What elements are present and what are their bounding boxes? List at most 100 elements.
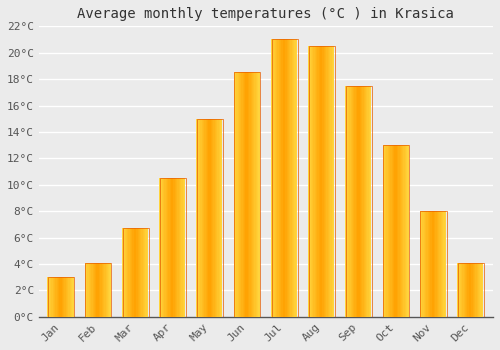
Bar: [292, 40, 293, 317]
Bar: [178, 178, 180, 317]
Bar: [252, 72, 253, 317]
Bar: [236, 72, 238, 317]
Bar: [122, 228, 123, 317]
Bar: [166, 178, 167, 317]
Bar: [364, 86, 365, 317]
Bar: [207, 119, 208, 317]
Bar: [54, 277, 56, 317]
Bar: [94, 262, 95, 317]
Bar: [384, 145, 385, 317]
Bar: [368, 86, 369, 317]
Bar: [282, 40, 284, 317]
Bar: [470, 262, 472, 317]
Bar: [352, 86, 353, 317]
Title: Average monthly temperatures (°C ) in Krasica: Average monthly temperatures (°C ) in Kr…: [78, 7, 454, 21]
Bar: [239, 72, 240, 317]
Bar: [328, 46, 329, 317]
Bar: [124, 228, 126, 317]
Bar: [434, 211, 436, 317]
Bar: [144, 228, 146, 317]
Bar: [478, 262, 479, 317]
Bar: [86, 262, 112, 317]
Bar: [100, 262, 102, 317]
Bar: [216, 119, 217, 317]
Bar: [52, 277, 54, 317]
Bar: [389, 145, 390, 317]
Bar: [49, 277, 50, 317]
Bar: [358, 86, 360, 317]
Bar: [436, 211, 438, 317]
Bar: [58, 277, 59, 317]
Bar: [421, 211, 422, 317]
Bar: [464, 262, 465, 317]
Bar: [462, 262, 464, 317]
Bar: [66, 277, 67, 317]
Bar: [90, 262, 91, 317]
Bar: [234, 72, 235, 317]
Bar: [234, 72, 260, 317]
Bar: [68, 277, 70, 317]
Bar: [288, 40, 289, 317]
Bar: [397, 145, 398, 317]
Bar: [167, 178, 168, 317]
Bar: [136, 228, 138, 317]
Bar: [138, 228, 139, 317]
Bar: [63, 277, 64, 317]
Bar: [196, 119, 198, 317]
Bar: [289, 40, 290, 317]
Bar: [285, 40, 286, 317]
Bar: [385, 145, 386, 317]
Bar: [325, 46, 326, 317]
Bar: [361, 86, 362, 317]
Bar: [275, 40, 276, 317]
Bar: [429, 211, 430, 317]
Bar: [474, 262, 476, 317]
Bar: [276, 40, 278, 317]
Bar: [420, 211, 421, 317]
Bar: [160, 178, 186, 317]
Bar: [221, 119, 222, 317]
Bar: [274, 40, 275, 317]
Bar: [107, 262, 108, 317]
Bar: [59, 277, 60, 317]
Bar: [176, 178, 178, 317]
Bar: [469, 262, 470, 317]
Bar: [140, 228, 141, 317]
Bar: [257, 72, 258, 317]
Bar: [214, 119, 216, 317]
Bar: [91, 262, 92, 317]
Bar: [321, 46, 322, 317]
Bar: [404, 145, 406, 317]
Bar: [246, 72, 248, 317]
Bar: [457, 262, 458, 317]
Bar: [366, 86, 368, 317]
Bar: [164, 178, 166, 317]
Bar: [290, 40, 292, 317]
Bar: [333, 46, 334, 317]
Bar: [461, 262, 462, 317]
Bar: [278, 40, 280, 317]
Bar: [84, 262, 86, 317]
Bar: [168, 178, 170, 317]
Bar: [360, 86, 361, 317]
Bar: [312, 46, 314, 317]
Bar: [248, 72, 250, 317]
Bar: [95, 262, 96, 317]
Bar: [130, 228, 131, 317]
Bar: [200, 119, 202, 317]
Bar: [198, 119, 199, 317]
Bar: [98, 262, 99, 317]
Bar: [354, 86, 356, 317]
Bar: [62, 277, 63, 317]
Bar: [438, 211, 440, 317]
Bar: [162, 178, 163, 317]
Bar: [324, 46, 325, 317]
Bar: [206, 119, 207, 317]
Bar: [122, 228, 148, 317]
Bar: [131, 228, 132, 317]
Bar: [243, 72, 244, 317]
Bar: [293, 40, 294, 317]
Bar: [346, 86, 372, 317]
Bar: [465, 262, 466, 317]
Bar: [204, 119, 206, 317]
